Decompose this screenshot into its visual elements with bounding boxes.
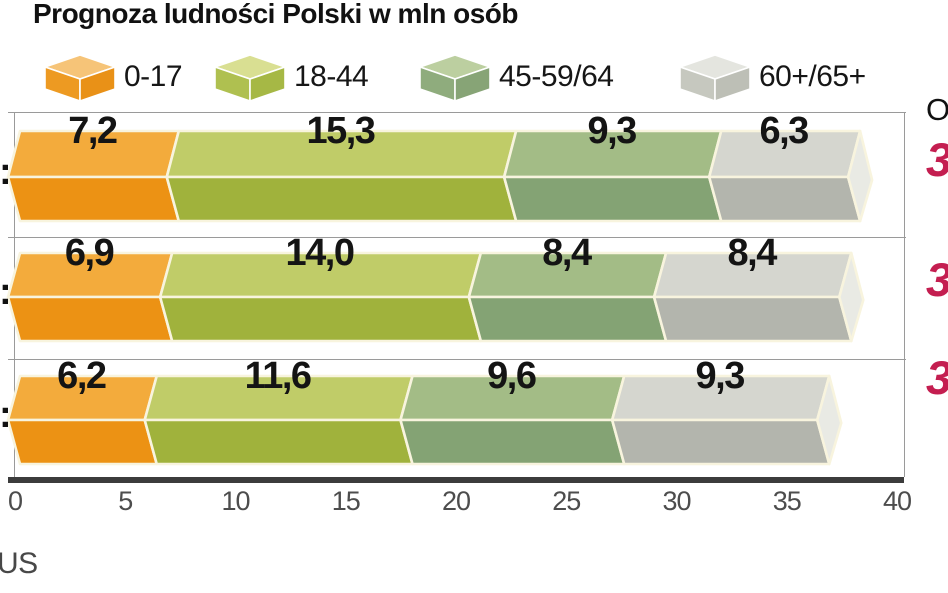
plot-border-right [904,112,905,477]
bar-segment-front-0-17 [6,418,159,466]
bar-segment-front-0-17 [6,295,174,343]
bar-segment-front-18-44 [165,175,518,223]
bar-segment-front-18-44 [158,295,483,343]
row-label-partial: : [0,394,12,436]
row-label-partial: : [0,271,12,313]
x-tick-label: 40 [882,486,912,516]
bar-segment-front-60+/65+ [610,418,831,466]
row-separator-line [8,359,906,360]
row-total-partial: 3 [926,354,948,401]
x-tick-label: 25 [552,486,581,516]
bar-segment-front-0-17 [6,175,181,223]
row-total-partial: 3 [926,256,948,303]
bar-segment-front-60+/65+ [652,295,853,343]
bar-end-cap [815,374,843,466]
legend-label: 0-17 [124,60,183,93]
x-tick-label: 15 [331,486,361,516]
bar-segment-front-45-59/64 [399,418,626,466]
cube-icon-orange [44,54,116,102]
bar-segment-front-60+/65+ [707,175,862,223]
row-separator-line [8,237,906,238]
plot-border-top [8,112,906,113]
bar-segment-front-18-44 [143,418,414,466]
value-label-18-44: 15,3 [306,110,375,152]
value-label-45-59/64: 9,3 [587,110,637,152]
value-label-18-44: 11,6 [244,355,312,397]
legend-label: 18-44 [294,60,369,93]
cube-icon-lightgreen [214,54,286,102]
value-label-60+/65+: 9,3 [695,355,746,397]
value-label-0-17: 6,9 [64,232,115,274]
bar-segment-front-45-59/64 [467,295,668,343]
bar-end-cap [837,251,865,343]
cube-icon-green [419,54,491,102]
legend-label: 45-59/64 [499,60,614,93]
bar-end-cap [846,129,874,223]
bar-segment-front-45-59/64 [502,175,723,223]
value-label-60+/65+: 8,4 [727,232,778,274]
x-tick-label: 0 [7,486,23,516]
value-label-0-17: 6,2 [57,355,107,397]
value-label-45-59/64: 9,6 [487,355,537,397]
value-label-60+/65+: 6,3 [759,110,809,152]
value-label-0-17: 7,2 [68,110,118,152]
x-tick-label: 10 [221,486,250,516]
totals-heading-partial: O [926,92,948,127]
x-tick-label: 5 [118,486,133,516]
legend-label: 60+/65+ [759,60,866,93]
row-total-partial: 3 [926,136,948,183]
cube-icon-grey [679,54,751,102]
row-label-partial: : [0,151,12,193]
x-tick-label: 30 [662,486,691,516]
x-tick-label: 35 [772,486,802,516]
x-tick-label: 20 [441,486,471,516]
source-note-partial: US [0,547,38,580]
value-label-18-44: 14,0 [285,232,355,274]
chart-title: Prognoza ludności Polski w mln osób [33,0,519,29]
value-label-45-59/64: 8,4 [542,232,592,274]
x-axis-line [8,477,904,483]
